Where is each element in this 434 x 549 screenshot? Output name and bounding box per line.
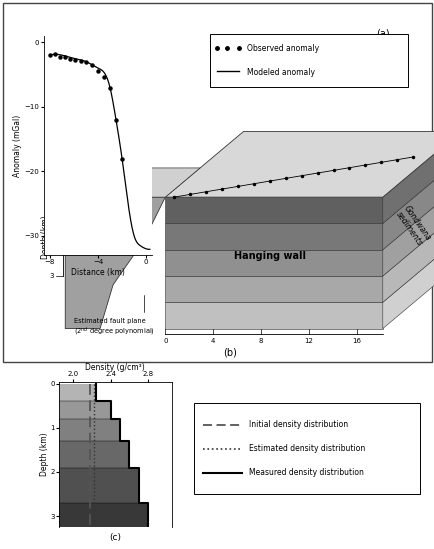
Polygon shape	[165, 302, 382, 328]
Text: Depth (km): Depth (km)	[41, 216, 50, 259]
Bar	[59, 468, 138, 503]
Polygon shape	[165, 276, 382, 302]
Polygon shape	[165, 223, 382, 250]
Text: Initial density distribution: Initial density distribution	[248, 421, 347, 429]
Text: Estimated fault plane
(2$^{nd}$ degree polynomial): Estimated fault plane (2$^{nd}$ degree p…	[74, 295, 155, 338]
X-axis label: Distance (km): Distance (km)	[71, 268, 125, 277]
Bar	[59, 401, 110, 419]
Text: Footwall: Footwall	[75, 243, 125, 253]
Text: 0: 0	[50, 194, 54, 200]
Text: Measured density distribution: Measured density distribution	[248, 468, 363, 477]
Text: Observed anomaly: Observed anomaly	[246, 44, 318, 53]
Bar	[59, 384, 96, 401]
Polygon shape	[65, 197, 165, 328]
Text: 16: 16	[352, 338, 360, 344]
Polygon shape	[382, 131, 434, 223]
Bar	[59, 441, 129, 468]
Polygon shape	[165, 197, 382, 223]
Text: Modeled anomaly: Modeled anomaly	[246, 68, 314, 77]
Bar	[59, 503, 148, 527]
Y-axis label: Depth (km): Depth (km)	[39, 433, 49, 476]
Polygon shape	[65, 168, 200, 197]
X-axis label: Density (g/cm³): Density (g/cm³)	[85, 363, 145, 372]
Text: 12: 12	[304, 338, 312, 344]
Polygon shape	[382, 237, 434, 328]
Text: (b): (b)	[223, 348, 237, 358]
Y-axis label: Anomaly (mGal): Anomaly (mGal)	[13, 114, 22, 177]
Polygon shape	[382, 158, 434, 250]
Polygon shape	[165, 250, 382, 276]
Text: 1: 1	[50, 221, 54, 226]
Bar	[59, 419, 120, 441]
Text: Estimated density distribution: Estimated density distribution	[248, 444, 365, 453]
Text: (c): (c)	[109, 533, 121, 542]
Text: (a): (a)	[375, 29, 389, 38]
Text: Hanging wall: Hanging wall	[233, 250, 305, 261]
Text: 8: 8	[258, 338, 263, 344]
Polygon shape	[382, 210, 434, 302]
Text: Gondwana
sediments: Gondwana sediments	[393, 204, 432, 249]
Polygon shape	[165, 131, 434, 197]
Text: 3: 3	[50, 273, 54, 279]
Text: 2: 2	[50, 247, 54, 253]
Polygon shape	[382, 184, 434, 276]
Text: 4: 4	[210, 338, 215, 344]
Text: 0: 0	[163, 338, 167, 344]
